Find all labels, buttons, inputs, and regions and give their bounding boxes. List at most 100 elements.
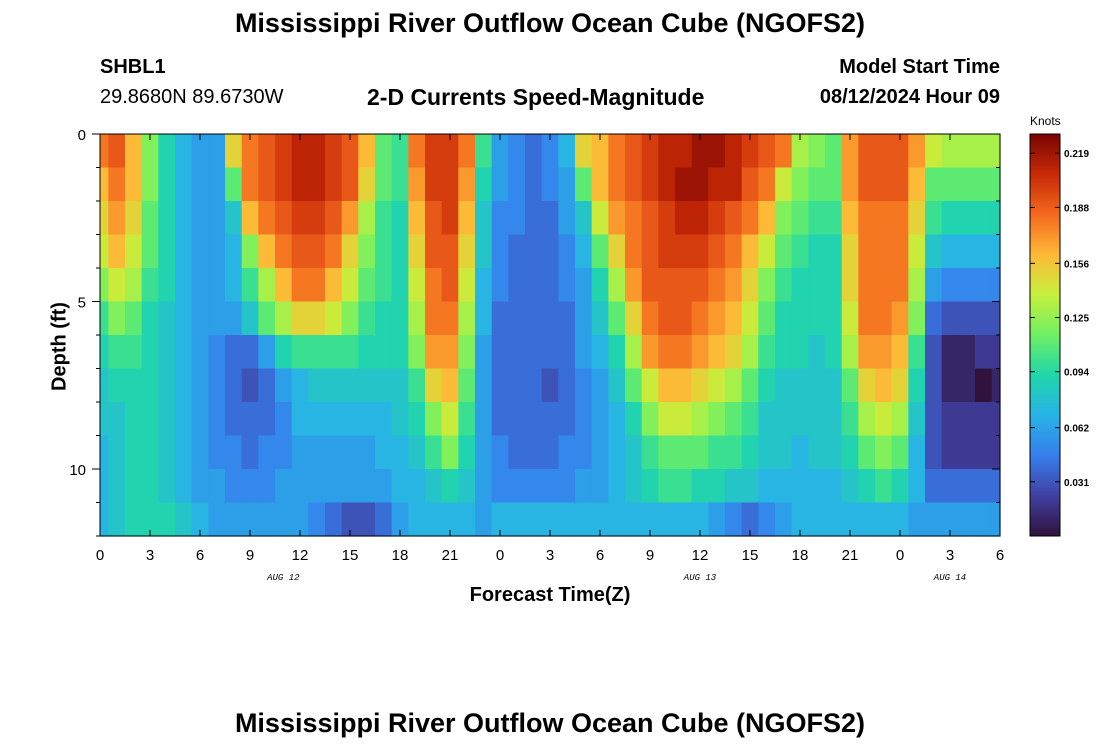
heatmap-cell — [558, 134, 576, 169]
heatmap-cell — [508, 268, 526, 303]
heatmap-cell — [508, 502, 526, 537]
heatmap-cell — [491, 435, 509, 470]
heatmap-cell — [458, 167, 476, 202]
heatmap-cell — [641, 469, 659, 504]
heatmap-cell — [741, 402, 759, 437]
y-tick-label: 5 — [78, 295, 86, 312]
heatmap-cell — [358, 234, 376, 269]
heatmap-cell — [125, 268, 143, 303]
heatmap-cell — [441, 301, 459, 336]
heatmap-cell — [441, 368, 459, 403]
heatmap-cell — [891, 335, 909, 370]
heatmap-cell — [358, 435, 376, 470]
heatmap-cell — [558, 268, 576, 303]
heatmap-cell — [325, 134, 343, 169]
heatmap-cell — [208, 335, 226, 370]
heatmap-cell — [675, 201, 693, 236]
heatmap-cell — [725, 368, 743, 403]
heatmap-cell — [891, 134, 909, 169]
heatmap-cell — [691, 368, 709, 403]
heatmap-cell — [691, 201, 709, 236]
heatmap-cell — [991, 167, 1001, 202]
heatmap-cell — [908, 134, 926, 169]
heatmap-cell — [358, 301, 376, 336]
heatmap-cell — [625, 201, 643, 236]
heatmap-cell — [341, 368, 359, 403]
heatmap-cell — [258, 301, 276, 336]
heatmap-cell — [958, 402, 976, 437]
heatmap-cell — [325, 301, 343, 336]
heatmap-cell — [225, 402, 243, 437]
x-axis-title: Forecast Time(Z) — [469, 584, 631, 606]
heatmap-cell — [558, 469, 576, 504]
heatmap-cell — [658, 435, 676, 470]
heatmap-cell — [675, 301, 693, 336]
heatmap-cell — [625, 301, 643, 336]
colorbar-tick-label: 0.094 — [1064, 368, 1089, 379]
heatmap-cell — [408, 301, 426, 336]
colorbar-tick-label: 0.188 — [1064, 203, 1089, 214]
heatmap-cell — [941, 167, 959, 202]
heatmap-cell — [325, 234, 343, 269]
heatmap-cell — [725, 234, 743, 269]
heatmap-cell — [175, 335, 193, 370]
heatmap-cell — [591, 368, 609, 403]
heatmap-cell — [791, 268, 809, 303]
heatmap-cell — [991, 335, 1001, 370]
heatmap-cell — [225, 435, 243, 470]
heatmap-cell — [708, 234, 726, 269]
heatmap-cell — [325, 368, 343, 403]
heatmap-cell — [525, 368, 543, 403]
heatmap-cell — [641, 301, 659, 336]
heatmap-cell — [958, 502, 976, 537]
heatmap-cell — [591, 134, 609, 169]
heatmap-cell — [825, 368, 843, 403]
station-id: SHBL1 — [100, 56, 166, 78]
heatmap-cell — [808, 268, 826, 303]
heatmap-cell — [475, 134, 493, 169]
heatmap-cell — [975, 134, 993, 169]
heatmap-cell — [925, 502, 943, 537]
heatmap-cell — [441, 134, 459, 169]
heatmap-cell — [758, 234, 776, 269]
heatmap-cell — [891, 234, 909, 269]
heatmap-cell — [308, 301, 326, 336]
heatmap-cell — [658, 502, 676, 537]
heatmap-cell — [208, 201, 226, 236]
heatmap-cell — [325, 502, 343, 537]
heatmap-cell — [775, 402, 793, 437]
heatmap-cell — [875, 368, 893, 403]
heatmap-cell — [741, 134, 759, 169]
heatmap-cell — [125, 435, 143, 470]
heatmap-cell — [958, 268, 976, 303]
heatmap-cell — [141, 134, 159, 169]
heatmap-cell — [325, 167, 343, 202]
heatmap-cell — [808, 368, 826, 403]
heatmap-cell — [958, 201, 976, 236]
heatmap-cell — [158, 469, 176, 504]
heatmap-cell — [475, 435, 493, 470]
heatmap-cell — [241, 335, 259, 370]
heatmap-cell — [725, 201, 743, 236]
heatmap-cell — [675, 268, 693, 303]
heatmap-cell — [725, 502, 743, 537]
heatmap-cell — [575, 234, 593, 269]
heatmap-cell — [891, 402, 909, 437]
heatmap-cell — [308, 134, 326, 169]
date-label: AUG 13 — [683, 573, 717, 583]
heatmap-cell — [341, 167, 359, 202]
heatmap-cell — [358, 134, 376, 169]
heatmap-cell — [225, 268, 243, 303]
heatmap-cell — [508, 368, 526, 403]
heatmap-cell — [908, 502, 926, 537]
heatmap-cell — [275, 167, 293, 202]
heatmap-cell — [141, 469, 159, 504]
heatmap-cell — [341, 335, 359, 370]
heatmap-cell — [825, 469, 843, 504]
footer-title: Mississippi River Outflow Ocean Cube (NG… — [234, 708, 866, 738]
heatmap-cell — [991, 201, 1001, 236]
heatmap-cell — [458, 335, 476, 370]
heatmap-cell — [158, 435, 176, 470]
heatmap-cell — [675, 368, 693, 403]
heatmap-cell — [475, 502, 493, 537]
